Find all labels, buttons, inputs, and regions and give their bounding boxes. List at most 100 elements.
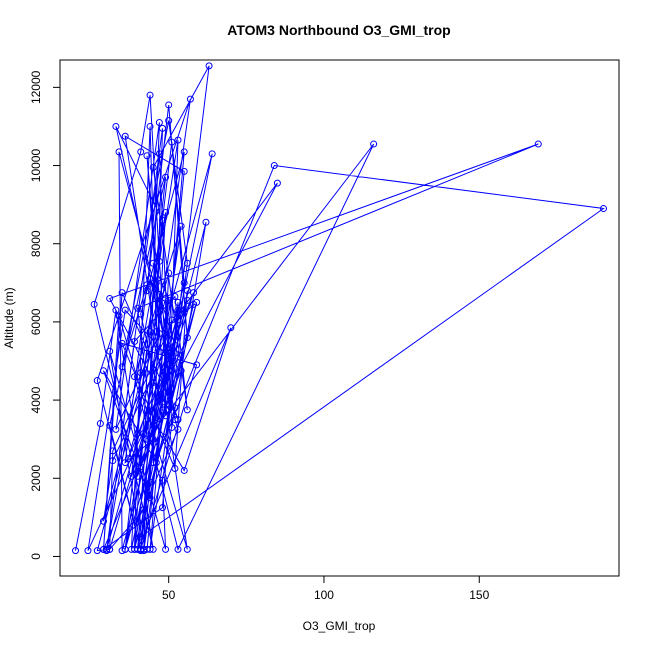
data-point bbox=[72, 547, 80, 555]
data-point bbox=[202, 218, 210, 226]
data-point bbox=[149, 259, 157, 267]
data-point bbox=[177, 367, 185, 375]
data-point bbox=[143, 152, 151, 160]
data-point bbox=[227, 324, 235, 332]
x-axis: 50 100 150 bbox=[162, 575, 490, 602]
data-point bbox=[131, 373, 139, 381]
data-point bbox=[183, 287, 191, 295]
data-point bbox=[208, 150, 216, 158]
y-tick-label: 4000 bbox=[29, 386, 43, 413]
data-point bbox=[165, 296, 173, 304]
data-point bbox=[155, 257, 163, 265]
data-point bbox=[140, 506, 148, 514]
data-point bbox=[137, 148, 145, 156]
data-point bbox=[171, 465, 179, 472]
x-tick-label: 50 bbox=[162, 588, 176, 602]
data-point bbox=[171, 349, 179, 357]
data-point bbox=[137, 369, 145, 377]
data-point bbox=[180, 148, 188, 156]
data-point bbox=[165, 388, 173, 396]
data-point bbox=[183, 296, 191, 304]
data-point bbox=[193, 298, 201, 306]
data-point bbox=[183, 334, 191, 342]
data-point bbox=[118, 363, 126, 371]
y-tick-label: 2000 bbox=[29, 465, 43, 492]
data-point bbox=[162, 208, 170, 216]
data-point bbox=[165, 117, 173, 125]
data-point bbox=[165, 101, 173, 109]
data-point bbox=[146, 275, 154, 283]
data-point bbox=[118, 289, 126, 297]
data-point bbox=[162, 173, 170, 181]
data-point bbox=[174, 310, 182, 318]
series-line bbox=[75, 65, 605, 552]
data-point bbox=[370, 140, 378, 148]
data-point bbox=[115, 312, 123, 320]
data-point bbox=[152, 459, 160, 467]
data-point bbox=[174, 298, 182, 306]
data-point bbox=[109, 447, 117, 455]
data-point bbox=[174, 136, 182, 144]
data-point bbox=[115, 148, 123, 156]
data-point bbox=[106, 294, 114, 302]
data-point bbox=[137, 533, 145, 541]
x-tick-label: 150 bbox=[469, 588, 489, 602]
data-point bbox=[96, 420, 104, 428]
data-point bbox=[152, 279, 160, 287]
y-tick-label: 0 bbox=[29, 553, 43, 560]
y-tick-label: 6000 bbox=[29, 308, 43, 335]
data-point bbox=[158, 124, 166, 132]
data-point bbox=[158, 504, 166, 512]
data-point bbox=[158, 398, 166, 406]
data-point bbox=[155, 300, 163, 308]
data-point bbox=[137, 310, 145, 318]
data-point bbox=[174, 416, 182, 424]
data-point bbox=[106, 347, 114, 355]
data-point bbox=[149, 379, 157, 386]
data-point bbox=[174, 545, 182, 553]
data-point bbox=[149, 459, 157, 467]
data-point bbox=[174, 425, 182, 433]
data-point bbox=[118, 547, 126, 555]
data-point bbox=[134, 517, 142, 525]
data-point bbox=[183, 406, 191, 414]
series-layer bbox=[72, 62, 607, 555]
data-point bbox=[140, 547, 148, 555]
data-point bbox=[171, 416, 179, 424]
data-point bbox=[190, 289, 198, 297]
data-point bbox=[165, 406, 173, 414]
data-point bbox=[131, 545, 139, 553]
data-point bbox=[131, 337, 139, 345]
data-point bbox=[118, 339, 126, 347]
data-point bbox=[146, 122, 154, 130]
data-point bbox=[121, 306, 129, 314]
data-point bbox=[146, 494, 154, 502]
data-point bbox=[149, 435, 157, 443]
data-point bbox=[134, 304, 142, 312]
y-tick-label: 8000 bbox=[29, 230, 43, 257]
data-point bbox=[143, 281, 151, 289]
y-axis-label: Altitude (m) bbox=[2, 287, 16, 348]
data-point bbox=[171, 404, 179, 412]
data-point bbox=[183, 545, 191, 553]
data-point bbox=[193, 361, 201, 369]
data-point bbox=[168, 355, 176, 363]
data-point bbox=[93, 377, 101, 385]
data-point bbox=[90, 300, 98, 308]
data-point bbox=[155, 150, 163, 158]
data-point bbox=[84, 547, 92, 555]
data-point bbox=[155, 119, 163, 127]
data-point bbox=[106, 545, 114, 553]
data-point bbox=[270, 162, 278, 170]
chart-title: ATOM3 Northbound O3_GMI_trop bbox=[227, 22, 450, 38]
data-point bbox=[183, 259, 191, 267]
data-point bbox=[168, 138, 176, 146]
data-point bbox=[168, 367, 176, 375]
data-point bbox=[180, 466, 188, 474]
data-point bbox=[162, 545, 170, 553]
data-point bbox=[121, 459, 129, 467]
plot-frame bbox=[59, 59, 620, 577]
data-point bbox=[140, 429, 148, 437]
data-point bbox=[121, 132, 129, 140]
data-point bbox=[174, 306, 182, 314]
